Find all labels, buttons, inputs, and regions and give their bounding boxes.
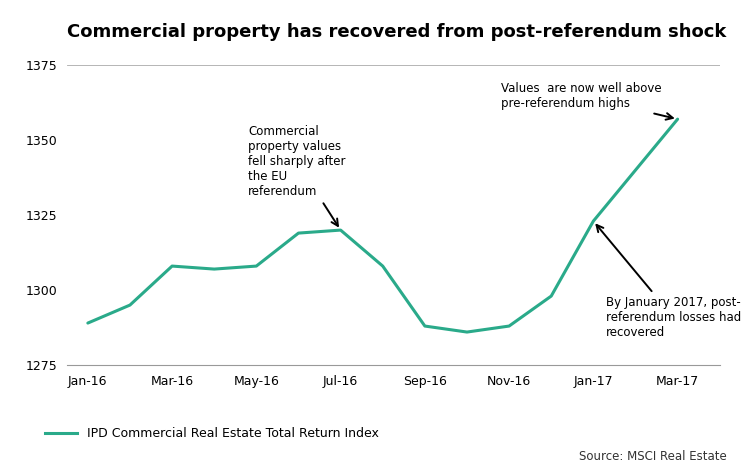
Text: Commercial property has recovered from post-referendum shock: Commercial property has recovered from p… (67, 23, 726, 41)
Text: By January 2017, post-
referendum losses had
recovered: By January 2017, post- referendum losses… (597, 225, 741, 339)
Text: Commercial
property values
fell sharply after
the EU
referendum: Commercial property values fell sharply … (248, 125, 346, 226)
Text: Source: MSCI Real Estate: Source: MSCI Real Estate (580, 450, 727, 463)
Text: Values  are now well above
pre-referendum highs: Values are now well above pre-referendum… (501, 82, 673, 120)
Legend: IPD Commercial Real Estate Total Return Index: IPD Commercial Real Estate Total Return … (40, 422, 384, 445)
